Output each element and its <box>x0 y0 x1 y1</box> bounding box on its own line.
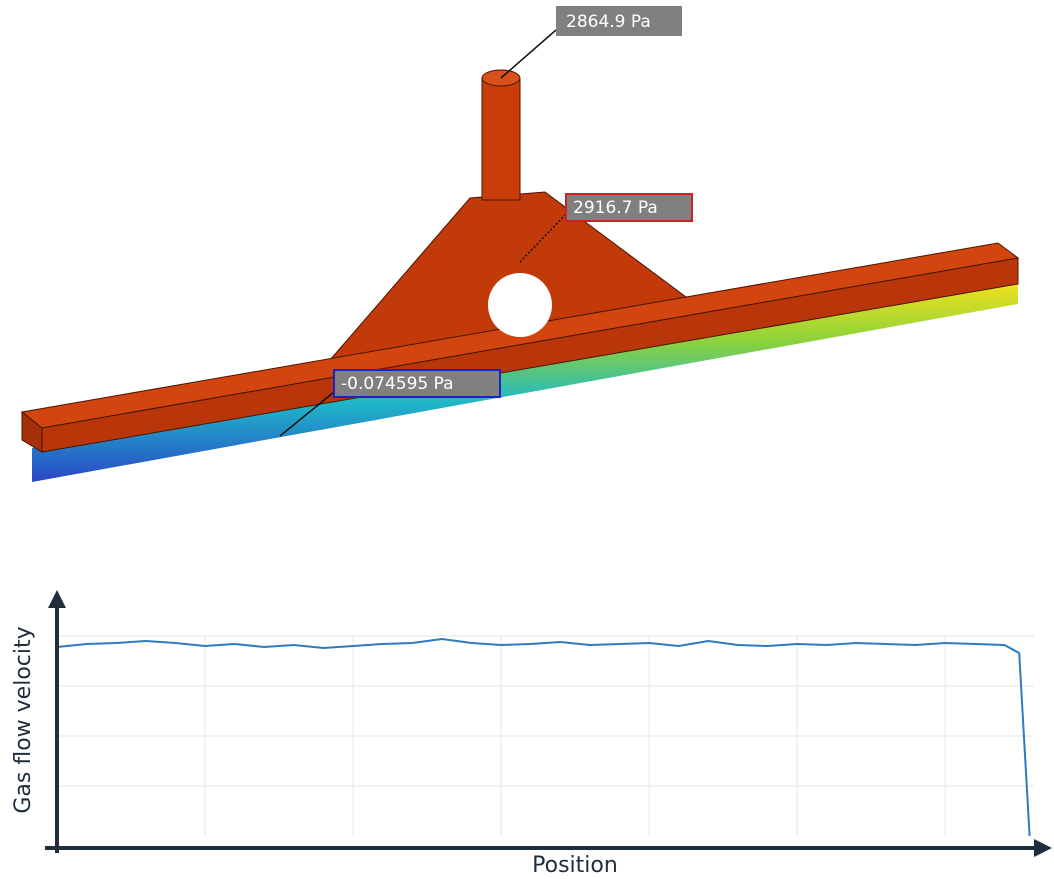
render: 2864.9 Pa 2916.7 Pa -0.074595 Pa <box>22 6 1018 482</box>
leader <box>501 30 556 78</box>
plot <box>57 636 1034 836</box>
x-axis-label: Position <box>532 853 618 878</box>
arrowhead <box>48 590 66 608</box>
series-line <box>57 639 1030 836</box>
probe-label: 2916.7 Pa <box>573 198 658 218</box>
probe-label: -0.074595 Pa <box>341 374 454 394</box>
figure: 2864.9 Pa 2916.7 Pa -0.074595 Pa Gas flo… <box>0 0 1054 879</box>
y-axis-label: Gas flow velocity <box>11 626 36 813</box>
arrowhead <box>1034 839 1052 857</box>
axes: Gas flow velocity Position <box>11 590 1052 878</box>
probe-label: 2864.9 Pa <box>566 12 651 32</box>
hole <box>488 273 552 337</box>
pipe <box>482 78 520 200</box>
